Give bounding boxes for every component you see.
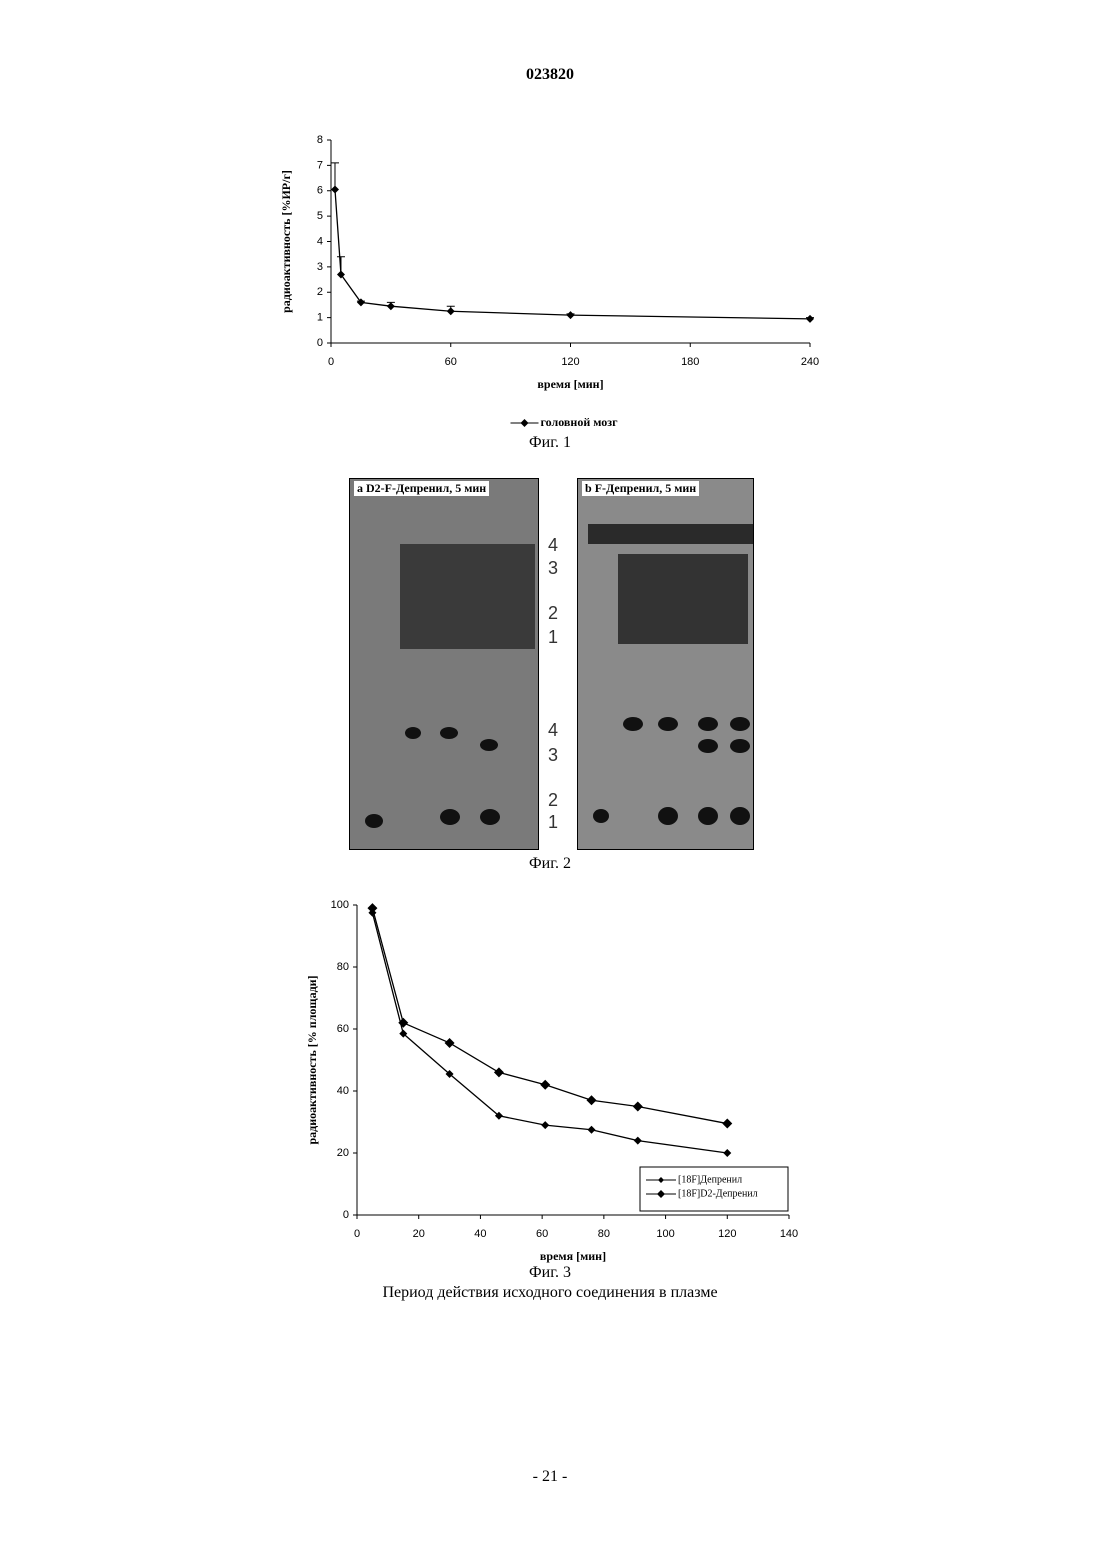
legend-marker xyxy=(521,419,529,427)
panel-letter: b xyxy=(585,481,592,495)
marker xyxy=(723,1149,731,1157)
marker xyxy=(387,302,395,310)
panel-title: a D2-F-Депренил, 5 мин xyxy=(354,481,489,496)
legend-label: головной мозг xyxy=(541,415,619,429)
x-tick-label: 60 xyxy=(445,356,457,368)
x-tick-label: 0 xyxy=(328,356,334,368)
y-tick-label: 6 xyxy=(317,185,323,197)
y-tick-label: 60 xyxy=(337,1023,349,1035)
marker xyxy=(445,1038,455,1048)
x-axis-label: время [мин] xyxy=(540,1249,606,1263)
marker xyxy=(806,315,814,323)
panel-label: D2-F-Депренил, 5 мин xyxy=(366,481,486,495)
lane-marker: 1 xyxy=(548,812,558,833)
caption: Фиг. 2 xyxy=(450,855,650,873)
chart: 0 1 2 3 4 5 6 7 8 0 60 120 180 240 время [мин] радиоакт… xyxy=(270,130,830,430)
spot xyxy=(730,717,750,731)
x-tick-label: 40 xyxy=(474,1228,486,1240)
y-tick-label: 4 xyxy=(317,235,323,247)
panel-title: b F-Депренил, 5 мин xyxy=(582,481,699,496)
page: 023820 012345678060120180240время [мин]р… xyxy=(0,0,1100,1556)
caption-note: Период действия исходного соединения в п… xyxy=(250,1284,850,1302)
spot xyxy=(365,814,383,828)
x-tick-label: 60 xyxy=(536,1228,548,1240)
doc-number: 023820 xyxy=(450,66,650,84)
x-tick-label: 100 xyxy=(656,1228,674,1240)
y-tick-label: 80 xyxy=(337,961,349,973)
marker xyxy=(567,311,575,319)
spot xyxy=(658,807,678,825)
series-line xyxy=(372,908,727,1123)
lane-marker: 3 xyxy=(548,745,558,766)
marker xyxy=(494,1067,504,1077)
marker xyxy=(722,1119,732,1129)
band xyxy=(618,554,748,644)
page-number: - 21 - xyxy=(450,1468,650,1486)
marker xyxy=(588,1126,596,1134)
lane-marker: 1 xyxy=(548,627,558,648)
spot xyxy=(698,807,718,825)
marker xyxy=(540,1080,550,1090)
lane-marker: 4 xyxy=(548,535,558,556)
y-tick-label: 0 xyxy=(343,1209,349,1221)
lane-marker: 2 xyxy=(548,603,558,624)
series-line xyxy=(335,189,810,318)
panel: b F-Депренил, 5 мин xyxy=(577,478,754,850)
band xyxy=(588,524,753,544)
y-tick-label: 7 xyxy=(317,159,323,171)
spot xyxy=(658,717,678,731)
marker xyxy=(587,1095,597,1105)
spot xyxy=(730,739,750,753)
marker xyxy=(331,185,339,193)
x-tick-label: 140 xyxy=(780,1228,798,1240)
lane-marker: 4 xyxy=(548,720,558,741)
x-axis-label: время [мин] xyxy=(537,377,603,391)
marker xyxy=(633,1102,643,1112)
caption: Фиг. 1 xyxy=(450,434,650,452)
x-tick-label: 120 xyxy=(718,1228,736,1240)
y-tick-label: 2 xyxy=(317,286,323,298)
band xyxy=(400,544,535,649)
x-tick-label: 120 xyxy=(561,356,579,368)
spot xyxy=(623,717,643,731)
spot xyxy=(405,727,421,739)
y-tick-label: 100 xyxy=(331,899,349,911)
x-tick-label: 180 xyxy=(681,356,699,368)
spot xyxy=(440,809,460,825)
legend-label: [18F]Депренил xyxy=(678,1174,742,1185)
legend-label: [18F]D2-Депренил xyxy=(678,1188,758,1199)
y-tick-label: 5 xyxy=(317,210,323,222)
marker xyxy=(634,1137,642,1145)
caption: Фиг. 3 xyxy=(450,1264,650,1282)
panel-letter: a xyxy=(357,481,363,495)
x-tick-label: 0 xyxy=(354,1228,360,1240)
marker xyxy=(367,903,377,913)
x-tick-label: 80 xyxy=(598,1228,610,1240)
y-tick-label: 20 xyxy=(337,1147,349,1159)
marker xyxy=(541,1121,549,1129)
y-tick-label: 8 xyxy=(317,134,323,146)
panel-label: F-Депренил, 5 мин xyxy=(595,481,697,495)
spot xyxy=(480,739,498,751)
x-tick-label: 20 xyxy=(413,1228,425,1240)
x-tick-label: 240 xyxy=(801,356,819,368)
y-tick-label: 40 xyxy=(337,1085,349,1097)
spot xyxy=(698,717,718,731)
y-axis-label: радиоактивность [% площади] xyxy=(305,975,319,1144)
panel: a D2-F-Депренил, 5 мин xyxy=(349,478,539,850)
spot xyxy=(698,739,718,753)
spot xyxy=(480,809,500,825)
marker xyxy=(447,307,455,315)
y-tick-label: 1 xyxy=(317,312,323,324)
y-tick-label: 0 xyxy=(317,337,323,349)
spot xyxy=(440,727,458,739)
lane-marker: 3 xyxy=(548,558,558,579)
y-tick-label: 3 xyxy=(317,261,323,273)
spot xyxy=(593,809,609,823)
spot xyxy=(730,807,750,825)
y-axis-label: радиоактивность [%ИР/г] xyxy=(279,170,293,313)
lane-marker: 2 xyxy=(548,790,558,811)
chart: 0 20 40 60 80 100 0 20 40 60 80 100 120 140 время [мин… xyxy=(290,890,810,1260)
